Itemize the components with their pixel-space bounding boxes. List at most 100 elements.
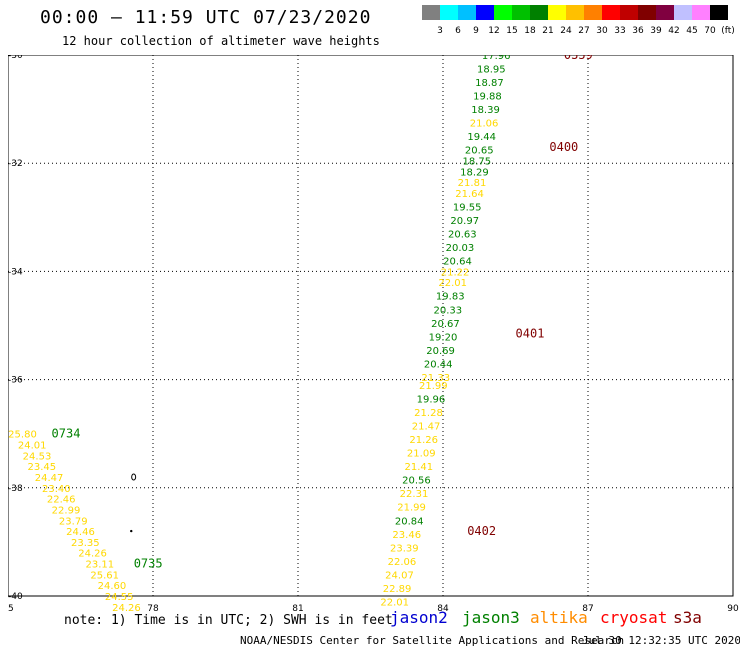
wave-height-value: 24.26 bbox=[112, 603, 141, 614]
satellite-label-cryosat: cryosat bbox=[600, 608, 668, 627]
wave-height-value: 23.79 bbox=[59, 516, 88, 527]
legend-swatch bbox=[530, 5, 548, 20]
legend-swatch bbox=[512, 5, 530, 20]
wave-height-value: 20.84 bbox=[395, 516, 424, 527]
wave-height-value: 19.96 bbox=[417, 395, 446, 406]
wave-height-value: 22.31 bbox=[400, 489, 429, 500]
wave-height-value: 18.87 bbox=[475, 78, 504, 89]
legend-label: 12 bbox=[488, 26, 500, 36]
wave-height-value: 17.96 bbox=[482, 55, 511, 62]
wave-height-map: 75 78 81 84 87 90 -30 -32 -34 -36 -38 -40 17.96 18.95… bbox=[8, 55, 739, 614]
track-time-label: 0359 bbox=[564, 55, 593, 62]
wave-height-value: 24.55 bbox=[105, 592, 134, 603]
wave-height-value: 18.95 bbox=[477, 65, 506, 76]
wave-height-value: 22.89 bbox=[383, 584, 412, 595]
legend-label: 27 bbox=[578, 26, 590, 36]
wave-height-value: 25.80 bbox=[8, 430, 37, 441]
legend-swatch bbox=[476, 5, 494, 20]
legend-swatch bbox=[710, 5, 728, 20]
legend-label: 39 bbox=[650, 26, 662, 36]
wave-height-value: 19.88 bbox=[473, 92, 502, 103]
wave-height-value: 23.45 bbox=[28, 462, 57, 473]
legend-swatch bbox=[674, 5, 692, 20]
legend-swatch bbox=[566, 5, 584, 20]
wave-height-value: 20.97 bbox=[450, 216, 479, 227]
satellite-label-s3a: s3a bbox=[673, 608, 702, 627]
legend-label: 6 bbox=[455, 26, 461, 36]
legend-label: 21 bbox=[542, 26, 554, 36]
wave-height-value: 18.39 bbox=[471, 105, 500, 116]
legend-label: 33 bbox=[614, 26, 626, 36]
wave-height-value: 24.07 bbox=[385, 570, 414, 581]
wave-height-value: 20.44 bbox=[424, 359, 453, 370]
lat-tick-label: -30 bbox=[8, 55, 23, 61]
generated-timestamp: Jul 30 12:32:35 UTC 2020 bbox=[582, 634, 740, 647]
plot-frame bbox=[8, 55, 734, 597]
wave-height-value: 21.09 bbox=[407, 449, 436, 460]
legend-swatch bbox=[656, 5, 674, 20]
wave-height-value: 22.06 bbox=[388, 557, 417, 568]
wave-height-value: 21.22 bbox=[441, 267, 470, 278]
wave-height-value: 21.26 bbox=[409, 435, 438, 446]
legend-swatch bbox=[458, 5, 476, 20]
legend-label: 24 bbox=[560, 26, 572, 36]
satellite-label-jason3: jason3 bbox=[462, 608, 520, 627]
satellite-label-altika: altika bbox=[530, 608, 588, 627]
wave-height-value: 23.46 bbox=[392, 530, 421, 541]
legend-label: 3 bbox=[437, 26, 443, 36]
wave-height-value: 23.40 bbox=[42, 484, 71, 495]
wave-height-value: 20.33 bbox=[434, 305, 463, 316]
wave-height-value: 19.83 bbox=[436, 292, 465, 303]
wave-height-value: 21.41 bbox=[405, 462, 434, 473]
wave-height-value: 20.03 bbox=[446, 243, 475, 254]
legend-swatch bbox=[602, 5, 620, 20]
wave-height-value: 24.60 bbox=[98, 581, 127, 592]
legend-label: 15 bbox=[506, 26, 518, 36]
wave-height-value: 21.33 bbox=[421, 373, 450, 384]
legend-swatch bbox=[548, 5, 566, 20]
wave-height-value: 19.20 bbox=[429, 332, 458, 343]
wave-height-value: 24.53 bbox=[23, 451, 52, 462]
credit-line: NOAA/NESDIS Center for Satellite Applica… bbox=[240, 634, 625, 647]
legend-swatch bbox=[620, 5, 638, 20]
track-time-label: 0400 bbox=[549, 140, 578, 154]
lat-tick-label: -40 bbox=[8, 592, 23, 602]
wave-height-value: 25.61 bbox=[90, 570, 119, 581]
lon-tick-label: 81 bbox=[292, 604, 303, 614]
wave-height-value: 21.06 bbox=[470, 119, 499, 130]
wave-height-value: 21.81 bbox=[458, 178, 487, 189]
lon-tick-label: 84 bbox=[437, 604, 449, 614]
wave-height-value: 24.46 bbox=[66, 527, 95, 538]
wave-height-value: 23.39 bbox=[390, 543, 419, 554]
track-time-label: 0734 bbox=[52, 427, 81, 441]
legend-label: 42 bbox=[668, 26, 680, 36]
legend-label: 18 bbox=[524, 26, 536, 36]
wave-height-value: 21.47 bbox=[412, 422, 441, 433]
wave-height-value: 20.69 bbox=[426, 346, 455, 357]
wave-height-value: 23.35 bbox=[71, 538, 100, 549]
track-time-label: 0735 bbox=[134, 557, 163, 571]
legend-swatch bbox=[494, 5, 512, 20]
legend-label: 70 bbox=[704, 26, 716, 36]
wave-height-value: 21.64 bbox=[455, 189, 484, 200]
track-time-label: 0401 bbox=[516, 327, 545, 341]
lon-tick-label: 90 bbox=[727, 604, 739, 614]
legend-swatch bbox=[692, 5, 710, 20]
island-marker bbox=[130, 529, 133, 533]
wave-height-value: 21.99 bbox=[419, 381, 448, 392]
wave-height-value: 21.28 bbox=[414, 408, 443, 419]
chart-subtitle: 12 hour collection of altimeter wave hei… bbox=[62, 34, 380, 48]
footer-note: note: 1) Time is in UTC; 2) SWH is in fe… bbox=[64, 613, 393, 628]
wave-height-value: 19.44 bbox=[467, 132, 496, 143]
island-marker bbox=[131, 473, 137, 481]
track-time-label: 0402 bbox=[467, 524, 496, 538]
wave-height-value: 18.29 bbox=[460, 167, 489, 178]
wave-height-value: 22.01 bbox=[380, 597, 409, 608]
wave-height-value: 22.46 bbox=[47, 495, 76, 506]
wave-height-value: 20.65 bbox=[465, 146, 494, 157]
wave-height-value: 24.26 bbox=[78, 549, 107, 560]
wave-height-value: 23.11 bbox=[86, 560, 115, 571]
chart-title: 00:00 – 11:59 UTC 07/23/2020 bbox=[40, 7, 372, 28]
lat-tick-label: -38 bbox=[8, 484, 23, 494]
wave-height-value: 24.47 bbox=[35, 473, 64, 484]
